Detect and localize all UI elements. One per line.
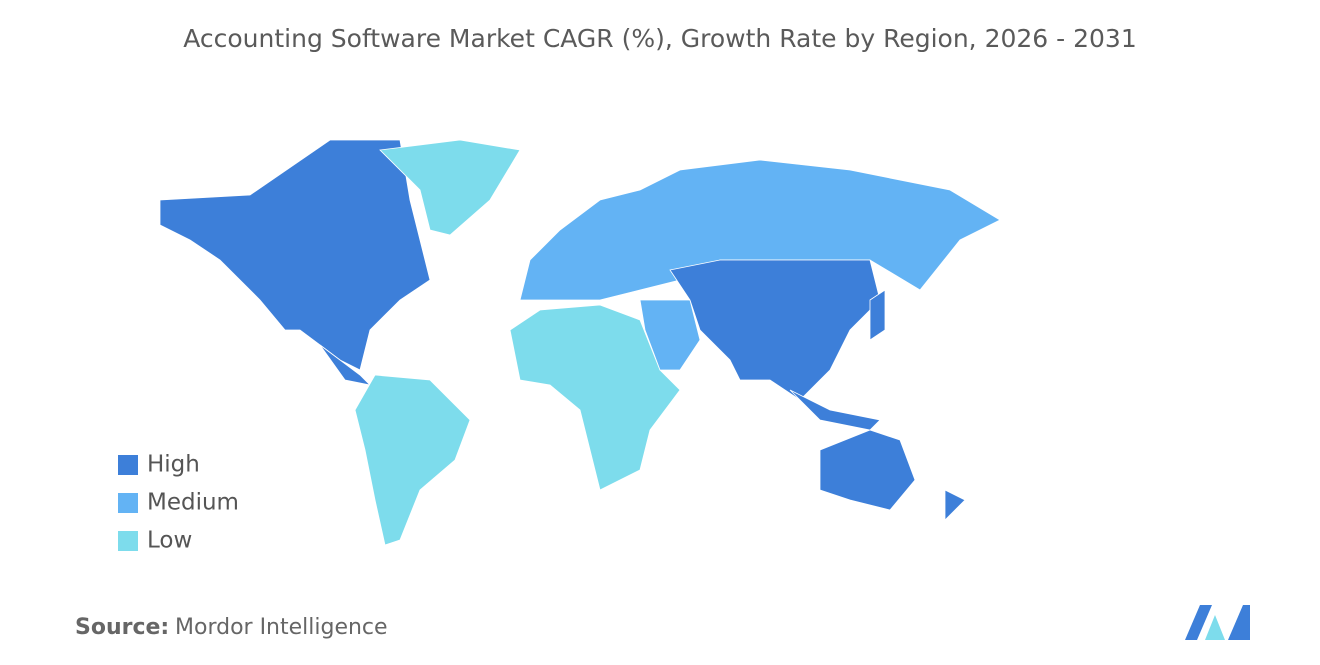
new-zealand: [944, 489, 966, 521]
logo: [1185, 605, 1250, 640]
legend-label: Medium: [147, 490, 239, 516]
north-america: [159, 139, 431, 371]
legend-label: High: [147, 452, 200, 478]
southeast-asia: [789, 389, 881, 431]
greenland: [379, 139, 521, 236]
title: Accounting Software Market CAGR (%), Gro…: [183, 24, 1137, 53]
logo-shape: [1228, 605, 1250, 640]
legend-label: Low: [147, 528, 192, 554]
africa: [509, 304, 681, 491]
source-value: Mordor Intelligence: [175, 615, 388, 640]
central-america: [319, 344, 372, 386]
south-america: [354, 374, 471, 546]
legend-swatch: [118, 455, 138, 475]
legend-swatch: [118, 493, 138, 513]
legend-swatch: [118, 531, 138, 551]
legend: High Medium Low: [118, 452, 239, 554]
asia: [669, 259, 881, 401]
europe-russia: [519, 159, 1001, 301]
logo-shape: [1185, 605, 1212, 640]
logo-shape: [1205, 615, 1225, 640]
australia: [819, 429, 916, 511]
japan: [869, 289, 886, 341]
source-label: Source:: [75, 615, 169, 640]
world-map: [159, 139, 1001, 546]
